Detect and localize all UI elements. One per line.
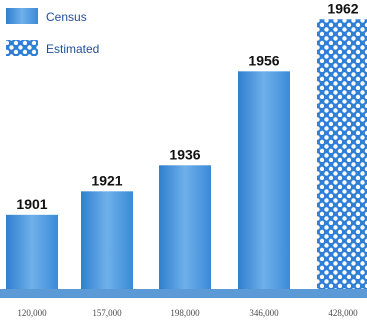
value-label-1936: 198,000: [170, 308, 200, 318]
bar-1956: [238, 71, 290, 291]
year-labels: 1901 1921 1936 1956 1962: [16, 0, 358, 212]
year-label-1901: 1901: [16, 196, 47, 212]
value-label-1921: 157,000: [92, 308, 122, 318]
legend-swatch-census: [6, 8, 38, 24]
value-labels: 120,000 157,000 198,000 346,000 428,000: [17, 308, 358, 318]
year-label-1962: 1962: [327, 0, 358, 16]
value-label-1901: 120,000: [17, 308, 47, 318]
legend: Census Estimated: [6, 8, 99, 56]
bars-group: [6, 19, 367, 291]
value-label-1956: 346,000: [249, 308, 279, 318]
bar-1921: [81, 191, 133, 291]
legend-label-estimated: Estimated: [46, 42, 99, 56]
year-label-1936: 1936: [169, 146, 200, 162]
year-label-1956: 1956: [248, 52, 279, 68]
bar-1962: [317, 19, 367, 291]
bar-1936: [159, 165, 211, 291]
baseline-axis: [0, 289, 367, 298]
value-label-1962: 428,000: [328, 308, 358, 318]
legend-label-census: Census: [46, 10, 87, 24]
legend-swatch-estimated: [6, 40, 38, 56]
year-label-1921: 1921: [91, 172, 122, 188]
bar-1901: [6, 214, 58, 291]
